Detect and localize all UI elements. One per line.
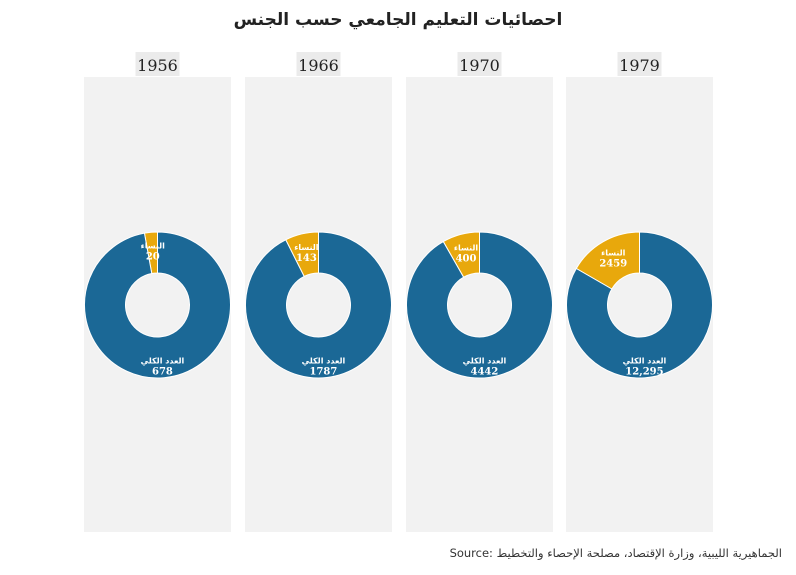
slice-value-women: 143 (296, 253, 317, 264)
year-label: 1966 (298, 56, 339, 75)
year-label-bg (135, 52, 180, 76)
slice-value-women: 400 (456, 253, 477, 264)
year-label-bg (457, 52, 502, 76)
slice-value-total: 12,295 (625, 366, 663, 377)
slice-label-women: النساء (454, 243, 479, 252)
slice-label-total: العدد الكلي (463, 356, 507, 365)
year-label-bg (296, 52, 341, 76)
slice-total (406, 231, 553, 379)
slice-label-total: العدد الكلي (302, 356, 346, 365)
slice-total (84, 231, 231, 379)
slice-value-total: 678 (152, 366, 173, 377)
slice-label-women: النساء (141, 242, 166, 251)
slice-total (566, 231, 713, 379)
slice-label-women: النساء (601, 249, 626, 258)
year-label-bg (617, 52, 662, 76)
slice-value-women: 2459 (599, 259, 627, 270)
year-label: 1956 (137, 56, 178, 75)
year-label: 1979 (619, 56, 660, 75)
slice-label-total: العدد الكلي (141, 356, 185, 365)
year-label: 1970 (459, 56, 500, 75)
chart-title: احصائيات التعليم الجامعي حسب الجنس (233, 10, 563, 30)
source-note: Source: الجماهيرية الليبية، وزارة الإقتص… (449, 546, 782, 560)
slice-total (245, 231, 392, 379)
slice-label-total: العدد الكلي (623, 356, 667, 365)
slice-value-women: 20 (146, 252, 160, 263)
slice-value-total: 1787 (310, 366, 338, 377)
slice-value-total: 4442 (471, 366, 499, 377)
slice-label-women: النساء (294, 243, 319, 252)
